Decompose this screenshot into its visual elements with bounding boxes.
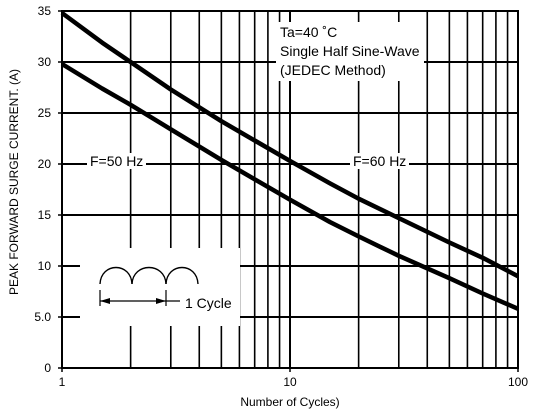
half-sine-hump-1	[99, 267, 133, 285]
y-tick-label-30: 30	[37, 55, 51, 69]
y-tick-label-25: 25	[37, 106, 51, 120]
cycle-arrowhead-right	[156, 298, 166, 304]
cycle-label: 1 Cycle	[183, 295, 234, 311]
y-tick-label-0: 0	[44, 361, 51, 375]
conditions-note: Ta=40 ˚C Single Half Sine-Wave (JEDEC Me…	[276, 22, 424, 81]
y-tick-label-20: 20	[37, 157, 51, 171]
series-label-50hz: F=50 Hz	[87, 153, 147, 169]
y-tick-label-35: 35	[37, 4, 51, 18]
condition-temperature: Ta=40 ˚C	[280, 24, 338, 40]
y-axis-label: PEAK FORWARD SURGE CURRENT. (A)	[7, 68, 21, 296]
y-tick-label-5: 5.0	[34, 310, 51, 324]
y-tick-label-15: 15	[37, 208, 51, 222]
series-line-60hz	[60, 11, 520, 279]
condition-method: (JEDEC Method)	[280, 62, 386, 78]
x-axis-label: Number of Cycles)	[240, 395, 340, 409]
cycle-arrowhead-left	[100, 298, 110, 304]
cycle-illustration-bg	[80, 248, 240, 326]
series-line-50hz	[60, 62, 519, 311]
x-tick-label-10: 10	[283, 375, 297, 389]
half-sine-hump-3	[165, 267, 199, 285]
x-tick-label-1: 1	[58, 375, 66, 389]
half-sine-hump-2	[131, 267, 167, 285]
x-tick-label-100: 100	[507, 375, 529, 389]
series-label-60hz: F=60 Hz	[350, 153, 410, 169]
condition-waveform: Single Half Sine-Wave	[280, 43, 420, 59]
y-tick-label-10: 10	[37, 259, 51, 273]
